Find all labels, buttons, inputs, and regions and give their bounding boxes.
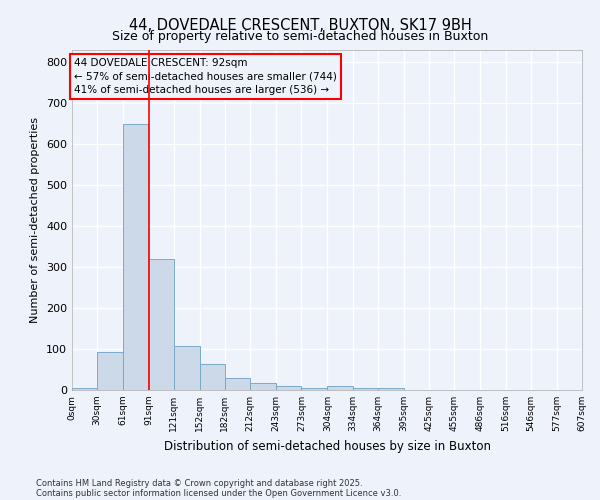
- Bar: [200, 364, 225, 390]
- Bar: [173, 346, 200, 390]
- Bar: [97, 352, 123, 390]
- Text: Contains HM Land Registry data © Crown copyright and database right 2025.: Contains HM Land Registry data © Crown c…: [36, 478, 362, 488]
- Text: 44, DOVEDALE CRESCENT, BUXTON, SK17 9BH: 44, DOVEDALE CRESCENT, BUXTON, SK17 9BH: [128, 18, 472, 32]
- Bar: [148, 259, 173, 390]
- Bar: [301, 388, 328, 390]
- Bar: [250, 383, 276, 390]
- Text: Contains public sector information licensed under the Open Government Licence v3: Contains public sector information licen…: [36, 488, 401, 498]
- Bar: [378, 388, 404, 390]
- Bar: [353, 388, 378, 390]
- Bar: [276, 386, 301, 390]
- Bar: [225, 378, 250, 390]
- Y-axis label: Number of semi-detached properties: Number of semi-detached properties: [31, 117, 40, 323]
- Text: 44 DOVEDALE CRESCENT: 92sqm
← 57% of semi-detached houses are smaller (744)
41% : 44 DOVEDALE CRESCENT: 92sqm ← 57% of sem…: [74, 58, 337, 94]
- X-axis label: Distribution of semi-detached houses by size in Buxton: Distribution of semi-detached houses by …: [163, 440, 491, 452]
- Text: Size of property relative to semi-detached houses in Buxton: Size of property relative to semi-detach…: [112, 30, 488, 43]
- Bar: [123, 124, 148, 390]
- Bar: [72, 388, 97, 390]
- Bar: [328, 386, 353, 390]
